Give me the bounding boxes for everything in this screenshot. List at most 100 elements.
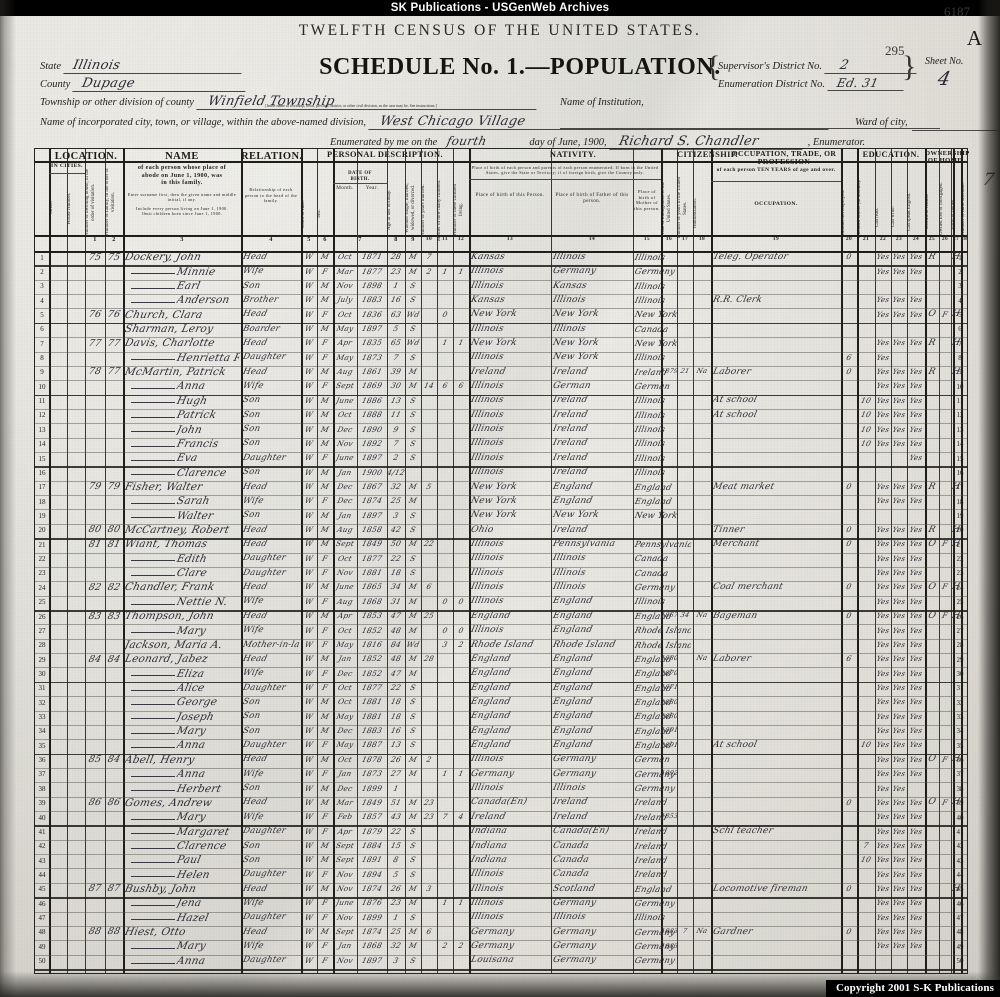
relation-value: Daughter [241,352,287,363]
institution-value[interactable] [560,110,940,129]
can-speak-english: Yes [908,395,924,405]
table-row[interactable]: 44 44 Helen Daughter W F Nov 1894 5 S Illinois Cana… [35,868,967,882]
col-number-24: 24 [912,236,920,242]
county-value[interactable]: Dupage [72,76,250,92]
table-row[interactable]: 6 6 Sharman, Leroy Boarder W M May 1897 5 S Illino… [35,323,967,337]
table-row[interactable]: 1 1 75 75 Dockery, John Head W M Oct 1871 28 M 7 Kans… [35,251,967,265]
line-number-left: 37 [38,770,46,779]
table-row[interactable]: 37 37 Anna Wife W F Jan 1873 27 M 1 1 Germany Germany… [35,768,967,782]
table-row[interactable]: 8 8 Henrietta R. Daughter W F May 1873 7 S Illinoi… [35,352,967,366]
birth-year: 1888 [360,410,384,420]
col-header-16: Place of birth of Mother of this person. [634,189,660,212]
birthplace-mother: Illinois [633,424,667,435]
enum-district-field: Enumeration District No. Ed. 31 [718,74,907,92]
table-row[interactable]: 34 34 Mary Son W M Dec 1883 16 S England England Eng… [35,725,967,739]
children-living: 4 [457,812,465,822]
ward-value[interactable] [911,112,997,131]
years-married: 28 [423,654,435,664]
table-row[interactable]: 2 2 Minnie Wife W F Mar 1877 23 M 2 1 1 Illinois Germa… [35,265,967,279]
relation-value: Daughter [241,740,287,751]
table-row[interactable]: 4 4 Anderson Brother W M July 1883 16 S Kansas Illi… [35,294,967,308]
table-row[interactable]: 48 48 88 88 Hiest, Otto Head W M Sept 1874 25 M 6 Ger… [35,926,967,940]
dwelling-number: 83 [87,610,103,622]
table-row[interactable]: 23 23 Clare Daughter W F Nov 1881 18 S Illinois Ill… [35,567,967,581]
sheet-value[interactable]: 4 [935,68,953,90]
table-row[interactable]: 31 31 Alice Daughter W F Oct 1877 22 S England Engl… [35,682,967,696]
can-speak-english: Yes [908,481,924,491]
can-speak-english: Yes [908,553,924,563]
relation-value: Head [241,883,269,894]
table-row[interactable]: 41 41 Margaret Daughter W F Apr 1879 22 S Indiana C… [35,825,967,839]
enum-district-value[interactable]: Ed. 31 [827,76,907,91]
occupation-value: Schl teacher [711,826,775,837]
occupation-instructions: of each person TEN YEARS of age and over… [716,167,836,173]
can-speak-english: Yes [908,266,924,276]
table-row[interactable]: 33 33 Joseph Son W M May 1881 18 S England England E… [35,711,967,725]
table-row[interactable]: 45 45 87 87 Bushby, John Head W M Nov 1874 26 M 3 Ill… [35,883,967,897]
table-row[interactable]: 27 27 Mary Wife W F Oct 1852 48 M 0 0 Illinois Englan… [35,624,967,638]
can-speak-english: Yes [908,568,924,578]
table-row[interactable]: 16 16 Clarence Son W M Jan 1900 4/12 Illinois Irel… [35,466,967,480]
table-row[interactable]: 13 13 John Son W M Dec 1890 9 S Illinois Ireland Ill… [35,423,967,437]
line-number-right: 48 [956,928,964,937]
table-row[interactable]: 40 40 Mary Wife W F Feb 1857 43 M 23 7 4 Ireland Irela… [35,811,967,825]
table-row[interactable]: 5 5 76 76 Church, Clara Head W F Oct 1836 63 Wd 0 New… [35,308,967,322]
person-name: Anna [175,954,207,967]
table-row[interactable]: 32 32 George Son W M Oct 1881 18 S England England E… [35,696,967,710]
can-speak-english: Yes [908,539,924,549]
table-row[interactable]: 39 39 86 86 Gomes, Andrew Head W M Mar 1849 51 M 23 C… [35,797,967,811]
birth-month: Dec [336,668,354,678]
table-row[interactable]: 47 47 Hazel Daughter W F Nov 1899 1 S Illinois Illi… [35,912,967,926]
table-row[interactable]: 14 14 Francis Son W M Nov 1892 7 S Illinois Ireland… [35,438,967,452]
col-header-5: Color or race. [301,200,306,228]
table-row[interactable]: 18 18 Sarah Wife W F Dec 1874 25 M New York England… [35,495,967,509]
table-row[interactable]: 26 26 83 83 Thompson, John Head W M Apr 1853 47 M 25… [35,610,967,624]
table-row[interactable]: 30 30 Eliza Wife W F Dec 1852 47 M England England E… [35,667,967,681]
table-row[interactable]: 17 17 79 79 Fisher, Walter Head W M Dec 1867 32 M 5 N… [35,481,967,495]
table-row[interactable]: 36 36 85 84 Abell, Henry Head W M Oct 1878 26 M 2 Ill… [35,754,967,768]
table-row[interactable]: 38 38 Herbert Son W M Dec 1899 1 Illinois Illinois… [35,782,967,796]
sheet-label: Sheet No. [925,56,964,67]
table-row[interactable]: 9 9 78 77 McMartin, Patrick Head W M Aug 1861 39 M I… [35,366,967,380]
table-row[interactable]: 3 3 Earl Son W M Nov 1898 1 S Illinois Kansas Illino… [35,280,967,294]
table-row[interactable]: 21 21 81 81 Wiant, Thomas Head W M Sept 1849 50 M 22… [35,538,967,552]
line-number-right: 3 [958,282,962,291]
ditto-stroke [131,948,175,950]
state-value[interactable]: Illinois [63,58,245,74]
table-row[interactable]: 15 15 Eva Daughter W F June 1897 2 S Illinois Irela… [35,452,967,466]
city-value[interactable]: West Chicago Village [368,114,832,130]
table-row[interactable]: 20 20 80 80 McCartney, Robert Head W M Aug 1858 42… [35,524,967,538]
table-row[interactable]: 50 50 Anna Daughter W F Nov 1897 3 S Louisana Germa… [35,955,967,969]
relation-value: Head [241,797,269,808]
table-row[interactable]: 28 28 Jackson, Maria A. Mother-in-law W F May 1… [35,639,967,653]
enumerated-day[interactable]: fourth [439,134,527,149]
line-number-left: 23 [38,569,46,578]
table-row[interactable]: 7 7 77 77 Davis, Charlotte Head W F Apr 1835 65 Wd 1… [35,337,967,351]
table-row[interactable]: 35 35 Anna Daughter W F May 1887 13 S England Engla… [35,739,967,753]
table-row[interactable]: 12 12 Patrick Son W M Oct 1888 11 S Illinois Irelan… [35,409,967,423]
table-row[interactable]: 46 46 Jena Wife W F June 1876 23 M 1 1 Illinois Germa… [35,897,967,911]
table-row[interactable]: 19 19 Walter Son W M Jan 1897 3 S New York New York… [35,509,967,523]
birth-year: 1853 [360,611,384,621]
table-row[interactable]: 43 43 Paul Son W M Sept 1891 8 S Indiana Canada Irel… [35,854,967,868]
birthplace-mother: Germany [633,582,677,593]
table-row[interactable]: 25 25 Nettie N. Wife W F Aug 1868 31 M 0 0 Illinois E… [35,596,967,610]
birth-year: 1897 [360,323,384,333]
table-row[interactable]: 42 42 Clarence Son W M Sept 1884 15 S Indiana Canad… [35,840,967,854]
birth-month: Oct [337,410,353,420]
table-row[interactable]: 49 49 Mary Wife W F Jan 1868 32 M 2 2 Germany Germany… [35,940,967,954]
table-row[interactable]: 29 29 84 84 Leonard, Jabez Head W M Jan 1852 48 M 28… [35,653,967,667]
table-row[interactable]: 22 22 Edith Daughter W F Oct 1877 22 S Illinois Ill… [35,553,967,567]
birthplace-father: Illinois [551,582,587,593]
can-speak-english: Yes [908,525,924,535]
ditto-stroke [131,905,175,907]
age-value: 48 [389,625,403,635]
table-row[interactable]: 11 11 Hugh Son W M June 1886 13 S Illinois Ireland I… [35,395,967,409]
table-row[interactable]: 24 24 82 82 Chandler, Frank Head W M June 1865 34 M… [35,581,967,595]
supervisor-value[interactable]: 2 [824,58,920,74]
birth-month: Sept [334,855,356,865]
marital-status: S [409,438,417,448]
dwelling-number: 81 [87,538,103,550]
ditto-stroke [131,445,175,447]
table-row[interactable]: 10 10 Anna Wife W F Sept 1869 30 M 14 6 6 Illinois Ger… [35,380,967,394]
